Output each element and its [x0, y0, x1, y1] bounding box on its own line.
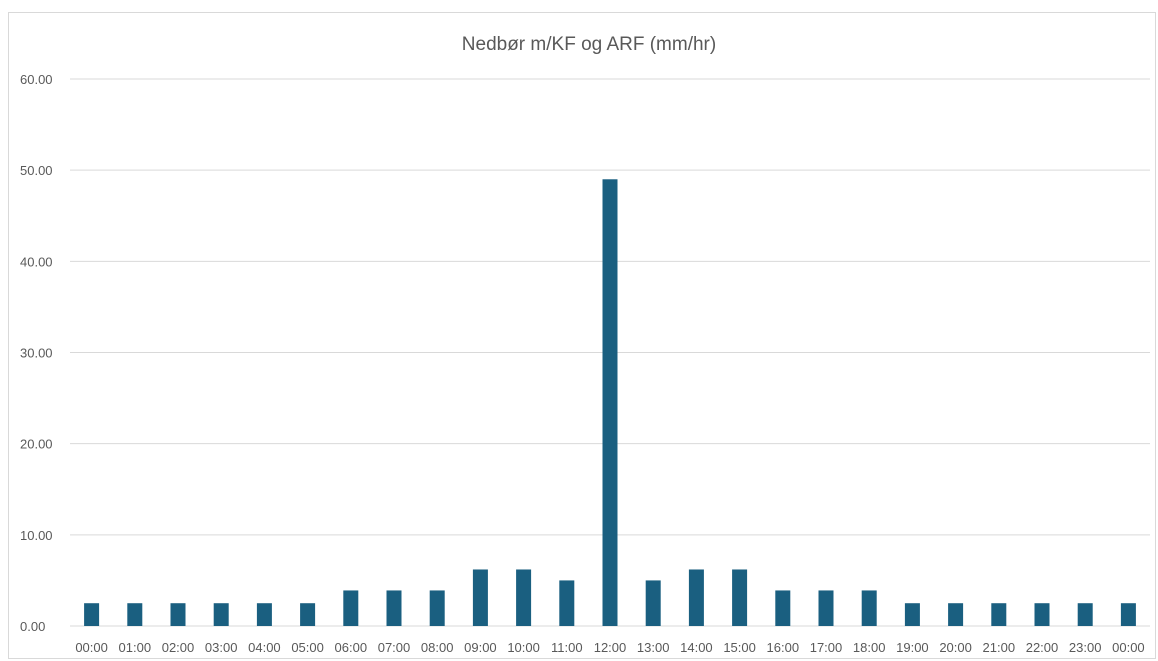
bar — [1077, 603, 1093, 626]
y-tick-label: 30.00 — [20, 346, 53, 361]
y-tick-label: 20.00 — [20, 437, 53, 452]
bar — [300, 603, 316, 626]
x-tick-label: 07:00 — [378, 640, 411, 655]
x-tick-label: 23:00 — [1069, 640, 1102, 655]
bar — [127, 603, 143, 626]
x-tick-label: 00:00 — [1112, 640, 1145, 655]
bar — [170, 603, 186, 626]
x-tick-label: 03:00 — [205, 640, 238, 655]
x-tick-label: 13:00 — [637, 640, 670, 655]
x-tick-label: 17:00 — [810, 640, 843, 655]
bar — [256, 603, 272, 626]
x-tick-label: 21:00 — [983, 640, 1016, 655]
x-tick-label: 04:00 — [248, 640, 281, 655]
x-tick-label: 19:00 — [896, 640, 929, 655]
x-tick-label: 14:00 — [680, 640, 713, 655]
x-tick-label: 02:00 — [162, 640, 195, 655]
x-tick-label: 08:00 — [421, 640, 454, 655]
bar — [948, 603, 964, 626]
y-tick-label: 40.00 — [20, 254, 53, 269]
bar — [904, 603, 920, 626]
bar — [559, 580, 575, 626]
y-axis-ticks: 0.00 10.00 20.00 30.00 40.00 50.00 60.00 — [20, 72, 53, 634]
bar — [472, 569, 488, 626]
x-tick-label: 11:00 — [551, 640, 583, 655]
y-tick-label: 10.00 — [20, 528, 53, 543]
x-tick-label: 22:00 — [1026, 640, 1059, 655]
x-tick-label: 15:00 — [723, 640, 756, 655]
bar — [1034, 603, 1050, 626]
bar — [429, 590, 445, 626]
bar — [861, 590, 877, 626]
bar — [991, 603, 1007, 626]
x-tick-label: 12:00 — [594, 640, 627, 655]
bar — [818, 590, 834, 626]
x-tick-label: 09:00 — [464, 640, 497, 655]
x-tick-label: 16:00 — [767, 640, 800, 655]
bar — [1120, 603, 1136, 626]
bar — [343, 590, 359, 626]
x-tick-label: 05:00 — [291, 640, 324, 655]
bar — [775, 590, 791, 626]
x-tick-label: 18:00 — [853, 640, 886, 655]
y-tick-label: 60.00 — [20, 72, 53, 87]
bar — [84, 603, 100, 626]
x-tick-label: 20:00 — [939, 640, 972, 655]
x-tick-label: 10:00 — [507, 640, 540, 655]
chart-frame — [8, 12, 1156, 659]
y-tick-label: 50.00 — [20, 163, 53, 178]
bar — [732, 569, 748, 626]
bar — [645, 580, 661, 626]
x-tick-label: 06:00 — [335, 640, 368, 655]
chart-title: Nedbør m/KF og ARF (mm/hr) — [462, 34, 716, 55]
bar — [688, 569, 704, 626]
x-axis-ticks: 00:00 01:00 02:00 03:00 04:00 05:00 06:00 07:00… — [75, 640, 1144, 655]
x-tick-label: 01:00 — [119, 640, 152, 655]
bar — [516, 569, 532, 626]
bar — [386, 590, 402, 626]
bar — [602, 179, 618, 627]
bars — [84, 179, 1136, 627]
x-tick-label: 00:00 — [75, 640, 108, 655]
y-tick-label: 0.00 — [20, 619, 45, 634]
bar — [213, 603, 229, 626]
